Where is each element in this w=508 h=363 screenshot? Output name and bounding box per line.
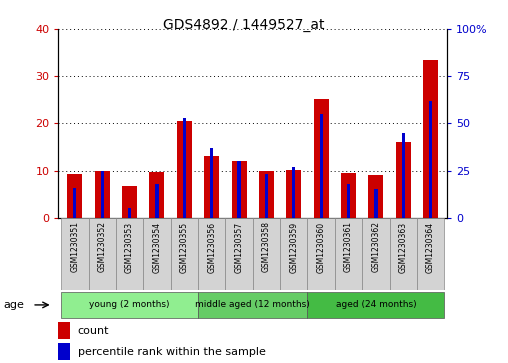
Text: percentile rank within the sample: percentile rank within the sample xyxy=(78,347,266,357)
Bar xyxy=(335,218,362,290)
Bar xyxy=(58,322,70,339)
Bar xyxy=(68,174,82,218)
Bar xyxy=(265,174,268,218)
Bar xyxy=(341,173,356,218)
Bar xyxy=(417,218,444,290)
Bar xyxy=(143,218,171,290)
Bar xyxy=(390,218,417,290)
Bar xyxy=(155,184,158,218)
Bar xyxy=(280,218,307,290)
Text: age: age xyxy=(3,300,24,310)
Bar xyxy=(73,188,77,218)
Text: GSM1230360: GSM1230360 xyxy=(316,221,326,273)
Bar xyxy=(210,148,213,218)
Text: aged (24 months): aged (24 months) xyxy=(336,301,416,309)
Bar xyxy=(286,170,301,218)
Text: GSM1230356: GSM1230356 xyxy=(207,221,216,273)
Bar xyxy=(226,218,253,290)
Bar xyxy=(368,175,384,218)
Bar xyxy=(61,292,198,318)
Text: GDS4892 / 1449527_at: GDS4892 / 1449527_at xyxy=(163,18,325,32)
Bar xyxy=(149,172,165,218)
Text: count: count xyxy=(78,326,109,336)
Text: GSM1230358: GSM1230358 xyxy=(262,221,271,272)
Bar xyxy=(198,218,226,290)
Bar xyxy=(122,186,137,218)
Bar xyxy=(362,218,390,290)
Bar xyxy=(429,101,432,218)
Bar xyxy=(307,218,335,290)
Bar xyxy=(58,343,70,360)
Text: young (2 months): young (2 months) xyxy=(89,301,170,309)
Bar xyxy=(253,218,280,290)
Bar xyxy=(259,171,274,218)
Bar xyxy=(204,155,219,218)
Bar xyxy=(402,133,405,218)
Text: GSM1230361: GSM1230361 xyxy=(344,221,353,272)
Text: GSM1230362: GSM1230362 xyxy=(371,221,380,272)
Text: middle aged (12 months): middle aged (12 months) xyxy=(196,301,310,309)
Text: GSM1230359: GSM1230359 xyxy=(289,221,298,273)
Text: GSM1230351: GSM1230351 xyxy=(70,221,79,272)
Text: GSM1230354: GSM1230354 xyxy=(152,221,162,273)
Bar xyxy=(128,208,131,218)
Bar xyxy=(237,161,241,218)
Bar xyxy=(61,218,88,290)
Bar xyxy=(88,218,116,290)
Bar xyxy=(292,167,296,218)
Bar xyxy=(116,218,143,290)
Bar xyxy=(320,114,323,218)
Bar xyxy=(232,161,246,218)
Bar xyxy=(177,121,192,218)
Text: GSM1230363: GSM1230363 xyxy=(399,221,408,273)
Text: GSM1230353: GSM1230353 xyxy=(125,221,134,273)
Bar xyxy=(101,171,104,218)
Bar xyxy=(313,99,329,218)
Text: GSM1230355: GSM1230355 xyxy=(180,221,189,273)
Bar xyxy=(198,292,307,318)
Text: GSM1230357: GSM1230357 xyxy=(235,221,243,273)
Bar xyxy=(171,218,198,290)
Bar xyxy=(374,189,377,218)
Bar xyxy=(94,171,110,218)
Bar xyxy=(423,60,438,218)
Bar xyxy=(396,142,411,218)
Bar xyxy=(183,118,186,218)
Text: GSM1230352: GSM1230352 xyxy=(98,221,107,272)
Bar xyxy=(307,292,444,318)
Bar xyxy=(347,184,350,218)
Text: GSM1230364: GSM1230364 xyxy=(426,221,435,273)
